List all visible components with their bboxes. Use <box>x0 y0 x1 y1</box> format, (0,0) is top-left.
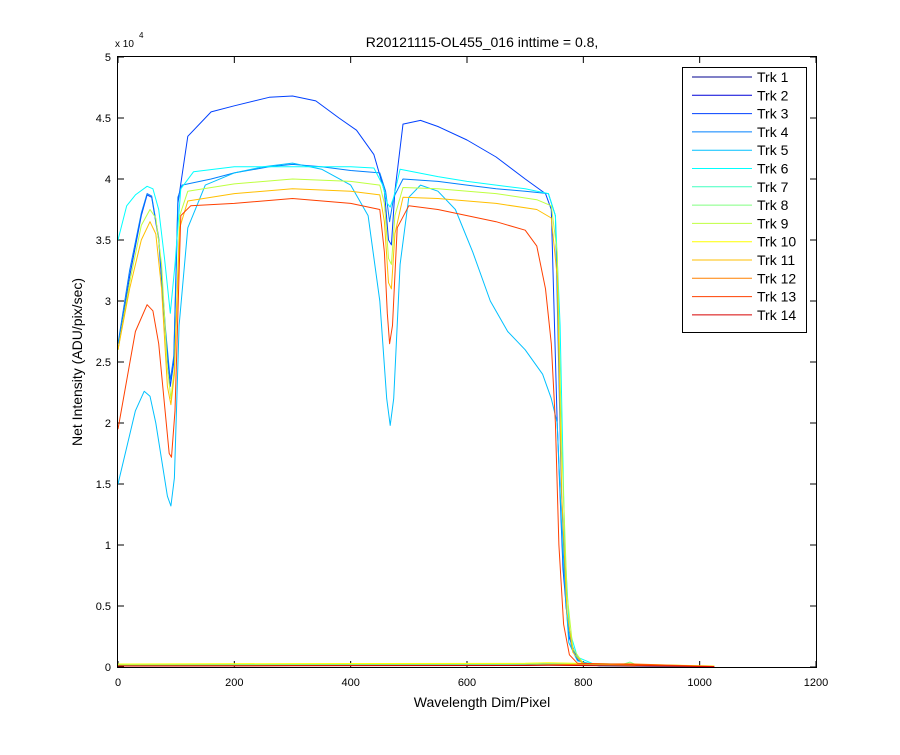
y-exponent-label: x 10 <box>115 39 134 50</box>
series-lines <box>117 95 715 668</box>
x-tick-label: 200 <box>225 677 243 689</box>
axis-ticks: 0 200 400 600 800 1000 1200 0 0.5 1 1.5 2 2.5 3 3.5 4 4.… <box>96 52 829 689</box>
series-line-trk-11 <box>117 188 715 667</box>
y-tick-label: 5 <box>105 52 111 64</box>
y-tick-label: 3.5 <box>96 235 111 247</box>
plot-area-frame <box>117 56 817 668</box>
y-tick-label: 2.5 <box>96 357 111 369</box>
legend-box <box>682 67 807 333</box>
series-line-trk-9 <box>117 178 715 667</box>
y-exponent-power: 4 <box>139 31 144 40</box>
y-tick-label: 0 <box>105 662 111 674</box>
y-tick-label: 1.5 <box>96 479 111 491</box>
y-tick-label: 1 <box>105 540 111 552</box>
y-tick-label: 4 <box>105 174 111 186</box>
series-line-trk-7 <box>117 663 715 667</box>
x-axis-label: Wavelength Dim/Pixel <box>414 694 550 710</box>
series-line-trk-14 <box>117 664 715 668</box>
x-tick-label: 600 <box>458 677 476 689</box>
legend-label: Trk 14 <box>757 307 796 323</box>
x-tick-label: 1000 <box>687 677 711 689</box>
legend-label: Trk 2 <box>757 87 789 103</box>
y-tick-label: 4.5 <box>96 113 111 125</box>
series-line-trk-6 <box>117 166 715 667</box>
y-tick-label: 0.5 <box>96 601 111 613</box>
legend-label: Trk 4 <box>757 124 789 140</box>
legend-label: Trk 10 <box>757 234 796 250</box>
legend-label: Trk 8 <box>757 197 789 213</box>
legend-label: Trk 7 <box>757 179 789 195</box>
legend-label: Trk 9 <box>757 215 789 231</box>
y-tick-label: 3 <box>105 296 111 308</box>
x-tick-label: 1200 <box>804 677 828 689</box>
legend-label: Trk 3 <box>757 106 789 122</box>
legend-label: Trk 12 <box>757 270 796 286</box>
series-line-trk-3 <box>117 95 715 668</box>
legend-label: Trk 5 <box>757 142 789 158</box>
series-line-trk-13 <box>117 198 715 667</box>
x-tick-label: 800 <box>574 677 592 689</box>
legend-label: Trk 6 <box>757 161 789 177</box>
chart-title: R20121115-OL455_016 inttime = 0.8, <box>366 34 599 50</box>
series-line-trk-5 <box>117 162 715 668</box>
legend-label: Trk 11 <box>757 252 795 268</box>
x-tick-label: 0 <box>115 677 121 689</box>
y-tick-label: 2 <box>105 418 111 430</box>
y-axis-label: Net Intensity (ADU/pix/sec) <box>69 278 85 446</box>
x-tick-label: 400 <box>341 677 359 689</box>
legend-label: Trk 1 <box>757 69 789 85</box>
series-line-trk-4 <box>117 163 715 668</box>
legend-label: Trk 13 <box>757 289 796 305</box>
legend: Trk 1 Trk 2 Trk 3 Trk 4 Trk 5 Trk 6 Trk 7 Trk 8… <box>682 67 807 333</box>
